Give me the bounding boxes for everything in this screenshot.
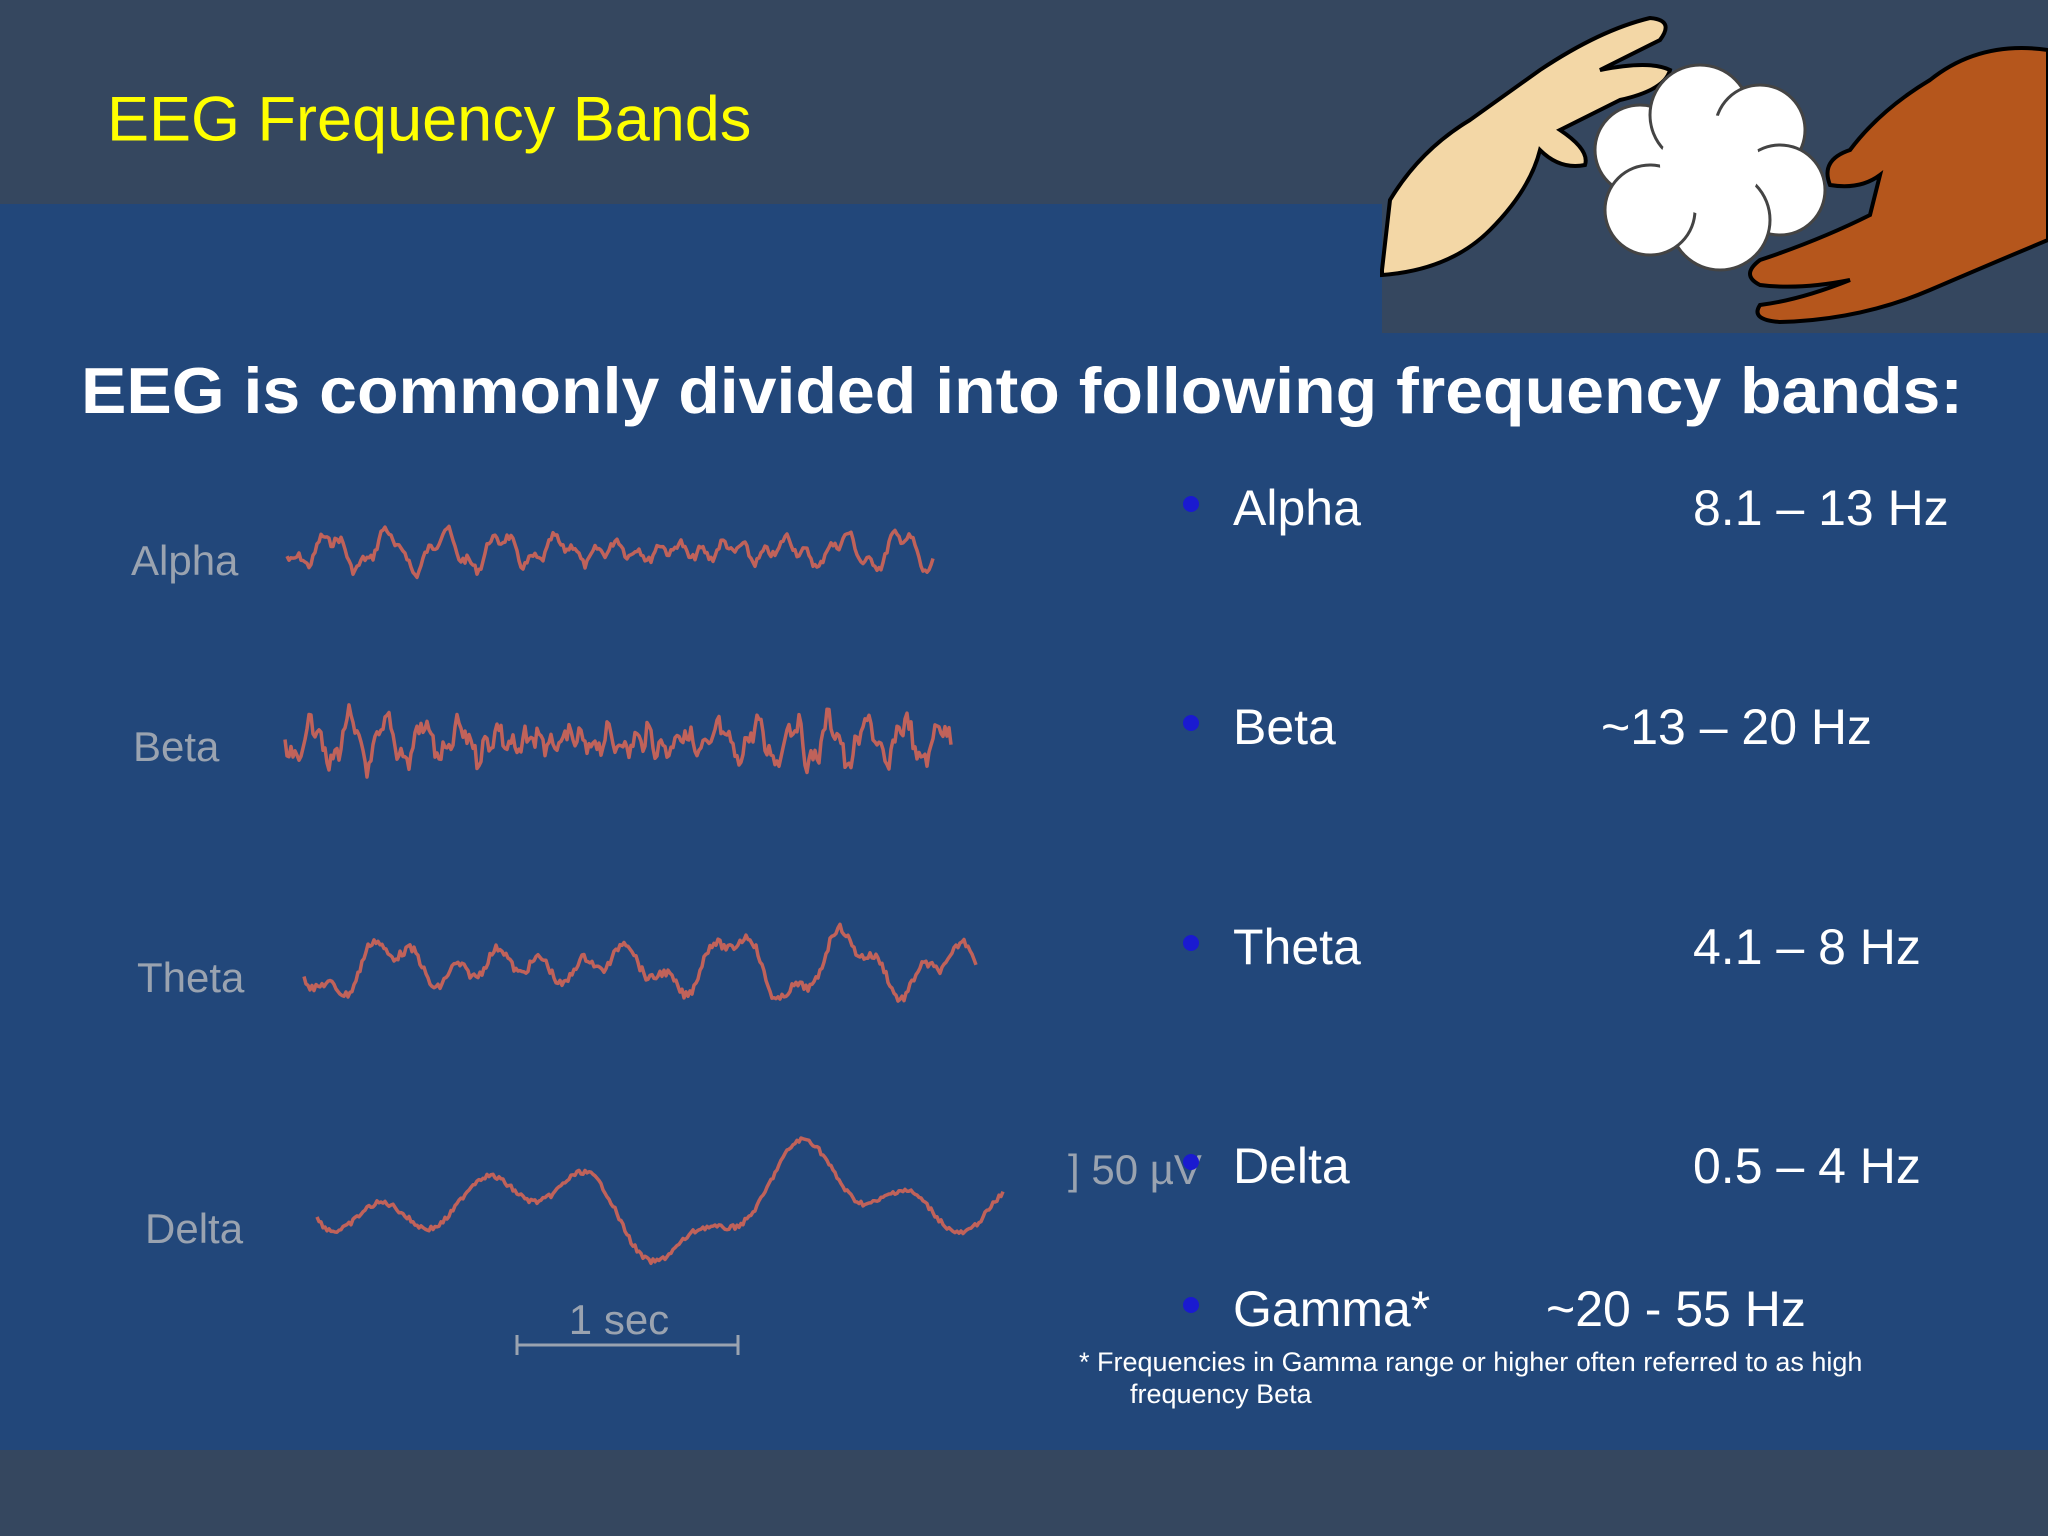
- band-list: Alpha 8.1 – 13 Hz Beta ~13 – 20 Hz Theta 4.1 …: [1183, 480, 1949, 1337]
- band-name: Gamma*: [1233, 1281, 1430, 1337]
- bullet: [1183, 715, 1199, 731]
- bullet: [1183, 1297, 1199, 1313]
- band-range: 0.5 – 4 Hz: [1693, 1138, 1921, 1194]
- content-area: [0, 204, 2048, 1450]
- waveforms: Alpha Beta Theta Delta: [131, 524, 1005, 1266]
- band-name: Theta: [1233, 919, 1361, 975]
- footer-band: [0, 1450, 2048, 1536]
- footnote: * Frequencies in Gamma range or higher o…: [1079, 1347, 1863, 1409]
- subtitle: EEG is commonly divided into following f…: [81, 354, 1963, 427]
- band-name: Alpha: [1233, 480, 1361, 536]
- waveform-label: Theta: [137, 954, 245, 1001]
- slide-title: EEG Frequency Bands: [107, 85, 751, 155]
- waveform-label: Alpha: [131, 537, 239, 584]
- illustration: [1380, 0, 2048, 333]
- band-range: ~20 - 55 Hz: [1546, 1281, 1806, 1337]
- waveform-label: Beta: [133, 723, 220, 770]
- band-range: ~13 – 20 Hz: [1601, 699, 1872, 755]
- bullet: [1183, 496, 1199, 512]
- bullet: [1183, 935, 1199, 951]
- time-scale-bar: [515, 1335, 740, 1355]
- waveform-trace: [302, 922, 978, 1003]
- waveform-trace: [315, 1136, 1005, 1266]
- amplitude-scale: ] 50 µV: [1068, 1146, 1202, 1193]
- waveform-trace: [285, 524, 935, 580]
- waveform-label: Delta: [145, 1205, 244, 1252]
- waveform-trace: [283, 703, 953, 779]
- band-name: Beta: [1233, 699, 1336, 755]
- time-scale-label: 1 sec: [569, 1296, 669, 1343]
- band-range: 8.1 – 13 Hz: [1693, 480, 1949, 536]
- band-range: 4.1 – 8 Hz: [1693, 919, 1921, 975]
- bullet: [1183, 1154, 1199, 1170]
- band-name: Delta: [1233, 1138, 1350, 1194]
